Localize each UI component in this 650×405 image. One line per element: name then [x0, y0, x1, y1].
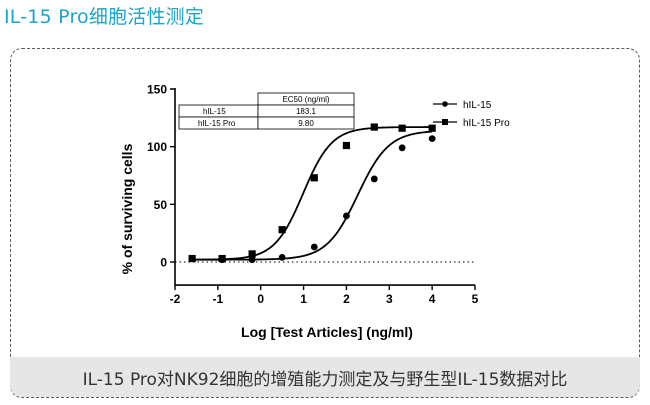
x-tick-label: 5 [472, 292, 479, 306]
x-tick-label: 0 [257, 292, 264, 306]
x-tick-label: -1 [213, 292, 224, 306]
y-axis-title: % of surviving cells [119, 143, 135, 274]
data-point-series-1 [343, 212, 350, 220]
data-point-series-2 [248, 250, 256, 258]
page-title: IL-15 Pro细胞活性测定 [4, 6, 205, 28]
fit-curve-series-2 [192, 126, 433, 261]
fit-curves [192, 126, 433, 261]
x-tick-label: 3 [386, 292, 393, 306]
legend: hIL-15 hIL-15 Pro [433, 100, 510, 129]
ec50-table: EC50 (ng/ml) hIL-15 183.1 hIL-15 Pro 9.8… [178, 92, 355, 130]
x-tick-label: -2 [170, 292, 181, 306]
data-point-series-1 [248, 256, 256, 264]
legend-marker-hil15-pro [442, 119, 448, 125]
data-point-series-2 [370, 123, 378, 131]
data-point-series-1 [398, 144, 406, 152]
x-tick-label: 4 [429, 292, 436, 306]
x-tick-label: 1 [300, 292, 307, 306]
table-row-1-value: 183.1 [296, 107, 317, 116]
data-point-series-2 [278, 226, 286, 234]
data-point-series-2 [398, 124, 406, 132]
legend-label-hil15: hIL-15 [463, 100, 492, 111]
data-markers [188, 123, 436, 264]
chart-card: -2 -1 0 1 2 3 4 5 0 50 100 150 EC50 (ng/ml) hIL-15 … [10, 48, 640, 398]
table-row-2-value-cell [257, 116, 355, 130]
legend-label-hil15-pro: hIL-15 Pro [463, 118, 510, 129]
data-point-series-1 [278, 253, 286, 261]
table-row-2-label: hIL-15 Pro [198, 119, 236, 128]
x-tick-label: 2 [343, 292, 350, 306]
data-point-series-2 [310, 174, 318, 182]
table-row-2-value: 9.80 [298, 119, 314, 128]
data-point-series-2 [342, 141, 351, 150]
legend-marker-hil15 [442, 101, 448, 107]
data-point-series-2 [218, 254, 226, 263]
y-tick-label: 0 [160, 256, 167, 270]
chart-axes [174, 88, 475, 286]
y-tick-label: 100 [147, 140, 167, 154]
data-point-series-1 [310, 243, 318, 251]
data-point-series-1 [428, 135, 436, 142]
y-tick-label: 150 [147, 83, 167, 97]
figure-caption: IL-15 Pro对NK92细胞的增殖能力测定及与野生型IL-15数据对比 [82, 369, 568, 390]
x-axis-title: Log [Test Articles] (ng/ml) [241, 324, 413, 340]
caption-bar: IL-15 Pro对NK92细胞的增殖能力测定及与野生型IL-15数据对比 [10, 357, 640, 397]
table-header: EC50 (ng/ml) [282, 95, 329, 104]
data-point-series-2 [428, 124, 436, 132]
fit-curve-series-1 [192, 130, 433, 261]
data-point-series-2 [188, 254, 196, 263]
table-row-1-label: hIL-15 [203, 107, 226, 116]
data-point-series-1 [370, 175, 378, 183]
y-tick-label: 50 [154, 198, 168, 212]
